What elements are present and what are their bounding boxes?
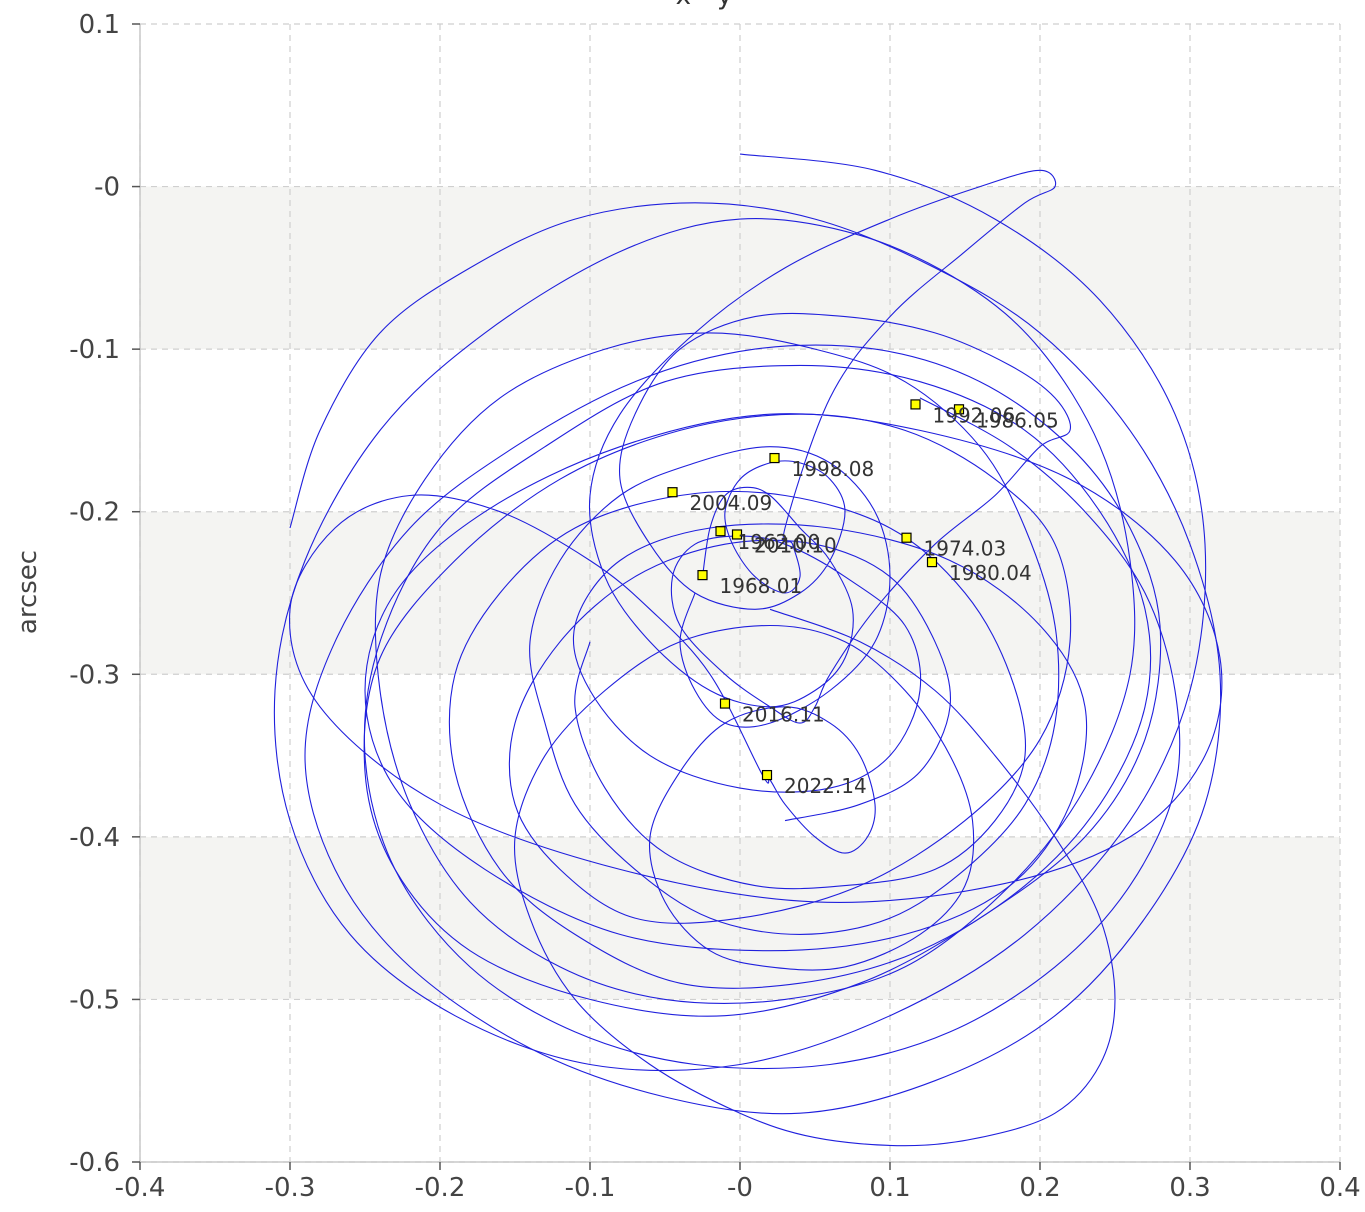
y-axis-label: arcsec <box>13 550 43 634</box>
y-tick-label: -0.3 <box>69 660 120 690</box>
epoch-label: 2016.11 <box>742 703 825 727</box>
series-line-3 <box>289 202 1222 1115</box>
axes: -0.4 -0.3 -0.2 -0.1 -0 0.1 0.2 0.3 0.4 0.1 -0 -0.1 -… <box>69 10 1360 1203</box>
epoch-label: 1992.06 <box>933 403 1016 427</box>
epoch-marker <box>953 404 965 415</box>
epoch-label: 1974.03 <box>924 537 1007 561</box>
series-line-4 <box>363 364 1181 1070</box>
epoch-label: 2022.14 <box>784 774 867 798</box>
series-layer <box>273 153 1223 1147</box>
grid-lines <box>139 23 1341 1163</box>
epoch-marker <box>926 557 938 568</box>
x-tick-label: -0 <box>727 1173 753 1203</box>
epoch-label: 1962.00 <box>738 530 821 554</box>
epoch-marker <box>761 769 773 781</box>
x-tick-label: -0.1 <box>565 1173 616 1203</box>
chart-title: x - y <box>676 0 733 11</box>
series-line-2 <box>273 153 1207 1072</box>
x-tick-label: 0.4 <box>1319 1173 1360 1203</box>
y-tick-label: 0.1 <box>79 10 120 40</box>
epoch-marker <box>719 698 731 709</box>
x-tick-label: 0.3 <box>1169 1173 1210 1203</box>
y-tick-label: -0.1 <box>69 335 120 365</box>
y-tick-label: -0 <box>94 173 120 203</box>
epoch-label: 2010.10 <box>754 533 837 557</box>
y-tick-label: -0.5 <box>69 985 120 1015</box>
epoch-label: 1968.01 <box>720 574 803 598</box>
epoch-marker <box>901 532 912 543</box>
x-tick-label: 0.1 <box>869 1173 910 1203</box>
y-tick-label: -0.6 <box>69 1148 120 1178</box>
epoch-label: 1986.05 <box>976 408 1059 432</box>
epoch-marker <box>667 487 678 498</box>
x-tick-label: -0.3 <box>265 1173 316 1203</box>
epoch-marker <box>715 526 726 537</box>
x-tick-label: 0.2 <box>1019 1173 1060 1203</box>
epoch-label: 1980.04 <box>949 561 1032 585</box>
x-tick-label: -0.2 <box>415 1173 466 1203</box>
epoch-marker <box>731 529 743 540</box>
y-tick-label: -0.2 <box>69 498 120 528</box>
epoch-marker <box>910 399 921 410</box>
epoch-marker <box>769 452 780 464</box>
epoch-label: 1998.08 <box>792 457 875 481</box>
y-tick-label: -0.4 <box>69 823 120 853</box>
epoch-label: 2004.09 <box>690 491 773 515</box>
epoch-marker <box>697 570 708 581</box>
x-tick-label: -0.4 <box>115 1173 166 1203</box>
